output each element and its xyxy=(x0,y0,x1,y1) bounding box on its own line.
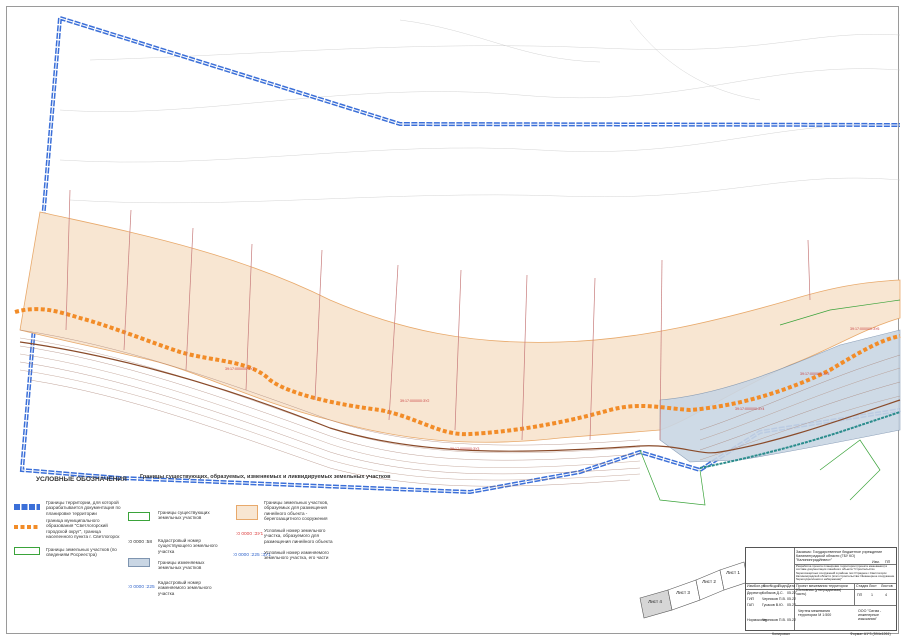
swatch-municipal-boundary xyxy=(14,525,40,529)
stamp-role-3: ГАП xyxy=(747,603,754,607)
linear-object-parcel-area xyxy=(19,211,901,443)
drawing-sheet-frame xyxy=(6,6,899,634)
legend-parcel-boundary: Границы земельных участков (по сведениям… xyxy=(46,547,117,558)
stamp-stage-value: ПП xyxy=(857,593,863,597)
cliff-contours xyxy=(19,329,901,487)
swatch-linear-object-parcels xyxy=(236,505,258,520)
municipal-boundary-line xyxy=(14,307,901,437)
legend-formed-parcel-number: Условный номер земельного участка, образ… xyxy=(264,528,333,544)
parcel-label-5: 39:17:000000:ЗУ5 xyxy=(800,372,829,376)
section-lines xyxy=(65,189,811,441)
stamp-role-2: ГИП xyxy=(747,597,755,601)
stamp-col-kol: Кол.уч xyxy=(754,584,765,588)
legend-linear-object-parcels: Границы земельных участков, образуемых д… xyxy=(264,500,329,522)
legend-section-title: Границы существующих, образуемых, изменя… xyxy=(140,474,391,480)
stamp-role-1: Директор xyxy=(747,591,763,595)
parcel-label-2: 39:17:000000:ЗУ2 xyxy=(400,399,429,403)
stamp-name-2: Черников П.В. xyxy=(762,597,786,601)
legend-existing-parcels: Границы существующих земельных участков xyxy=(158,510,210,521)
stamp-copied: Копировал xyxy=(772,632,791,636)
existing-parcel-boundaries xyxy=(639,299,901,506)
stamp-format: Формат А1*3 (594х1261) xyxy=(850,632,891,636)
stamp-sheets-total-label: Листов xyxy=(881,584,893,588)
code-existing: :0 0000 :58 xyxy=(128,540,153,545)
stamp-sheets-total-value: 4 xyxy=(885,593,887,597)
legend-title: УСЛОВНЫЕ ОБОЗНАЧЕНИЯ xyxy=(36,476,127,483)
parcel-label-1: 39:17:000000:ЗУ1 xyxy=(225,367,254,371)
stamp-company: ООО "Сигма - инженерные изыскания" xyxy=(858,609,882,621)
sheet-tab-1[interactable]: Лист 1 xyxy=(726,570,740,575)
stamp-customer: Заказчик: Государственное бюджетное учре… xyxy=(796,550,883,562)
changed-parcel-area xyxy=(659,329,901,463)
swatch-changed-parcels xyxy=(128,558,150,567)
code-changed-part: :0 0000 :225 :ЗУ1 xyxy=(233,553,271,558)
stamp-name-1: Кобяков Д.С. xyxy=(762,591,784,595)
stamp-col-date: Дата xyxy=(787,584,795,588)
stamp-name-3: Гусаков В.Ю. xyxy=(762,603,784,607)
swatch-existing-parcels xyxy=(128,512,150,521)
sheet-index xyxy=(639,561,749,619)
stamp-sheet-label: Лист xyxy=(869,584,877,588)
stamp-sheet-value: 1 xyxy=(871,593,873,597)
stamp-date-4: 05.22 xyxy=(787,618,796,622)
legend-cadastral-existing: Кадастровый номер существующего земельно… xyxy=(158,538,218,554)
stamp-plan-title: Чертеж межевания территории М 1:500 xyxy=(798,609,832,617)
legend-municipal-boundary: граница муниципального образования "Свет… xyxy=(46,518,120,540)
stamp-col-sign: Подп. xyxy=(778,584,788,588)
parcel-label-6: 39:17:000000:ЗУ6 xyxy=(850,327,879,331)
stamp-name-4: Черников П.В. xyxy=(762,618,786,622)
swatch-planning-boundary xyxy=(14,504,40,510)
sheet-tab-2[interactable]: Лист 2 xyxy=(702,579,716,584)
shore-protection-structure xyxy=(699,411,901,469)
stamp-date-1: 05.22 xyxy=(787,591,796,595)
swatch-parcel-boundary xyxy=(14,547,40,555)
title-block: Заказчик: Государственное бюджетное учре… xyxy=(745,547,897,631)
stamp-col-list: Лист xyxy=(763,584,771,588)
legend-planning-boundary: Границы территории, для которой разрабат… xyxy=(46,500,121,516)
legend-changed-parcel-part-number: Условный номер изменяемого земельного уч… xyxy=(264,550,329,561)
stamp-col-izm: Изм. xyxy=(747,584,755,588)
parcel-labels: 39:17:000000:ЗУ1 39:17:000000:ЗУ2 39:17:… xyxy=(225,327,879,451)
shoreline xyxy=(19,341,901,454)
stamp-date-3: 05.22 xyxy=(787,603,796,607)
legend-changed-parcels: Границы изменяемых земельных участков xyxy=(158,560,205,571)
parcel-label-4: 39:17:000000:ЗУ4 xyxy=(735,407,764,411)
stamp-code-label: Изм. xyxy=(872,560,880,564)
code-formed: :0 0000 :ЗУ1 xyxy=(236,532,264,537)
parcel-label-3: 39:17:000000:ЗУ3 xyxy=(450,447,479,451)
sheet-tab-3[interactable]: Лист 3 xyxy=(676,590,690,595)
stamp-project-desc: Разработка проекта планировки территории… xyxy=(796,564,895,582)
sheet-tab-4[interactable]: Лист 4 xyxy=(648,599,662,604)
stamp-role-4: Нормоконтр. xyxy=(747,618,769,622)
stamp-code-value: ПП xyxy=(885,560,891,564)
legend-cadastral-changed: Кадастровый номер изменяемого земельного… xyxy=(158,580,212,596)
terrain-contours xyxy=(59,19,901,204)
stamp-col-doc: №док xyxy=(770,584,780,588)
stamp-date-2: 05.22 xyxy=(787,597,796,601)
stamp-drawing-title: Проект межевания территории (Основная (у… xyxy=(796,584,848,596)
stamp-stage-label: Стадия xyxy=(856,584,869,588)
code-changed: :0 0000 :225 xyxy=(128,585,155,590)
